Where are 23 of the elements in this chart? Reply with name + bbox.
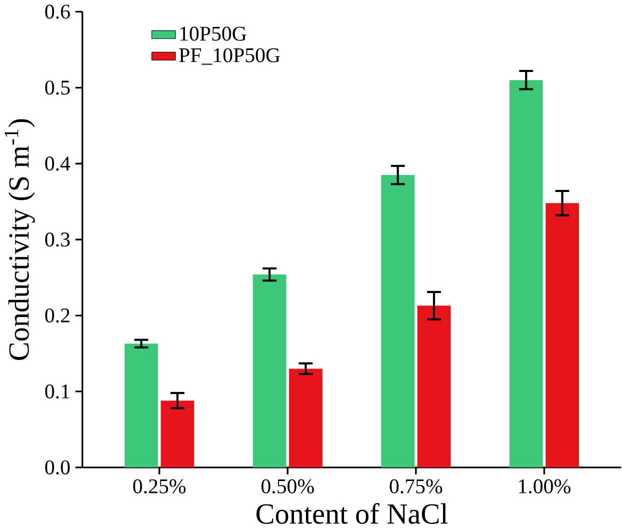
legend-label: PF_10P50G (179, 48, 280, 65)
x-axis-title: Content of NaCl (256, 502, 448, 524)
y-tick-label: 0.5 (45, 80, 70, 95)
y-tick-label: 0.4 (45, 156, 70, 170)
y-tick-label: 0.3 (45, 232, 70, 246)
x-tick-label: 1.00% (519, 479, 570, 494)
bar (289, 368, 322, 468)
y-tick-label: 0.6 (45, 4, 70, 19)
bar (546, 202, 579, 468)
bar (381, 174, 415, 468)
y-tick-label: 0.1 (45, 384, 70, 398)
legend-label: 10P50G (180, 26, 246, 41)
x-tick-label: 0.25% (133, 479, 186, 494)
x-tick-label: 0.50% (261, 479, 314, 494)
bar (124, 343, 158, 468)
bar (509, 80, 543, 468)
bar (417, 305, 451, 468)
x-tick-label: 0.75% (390, 479, 442, 494)
bar (160, 400, 194, 468)
y-tick-label: 0.2 (45, 308, 70, 322)
y-tick-label: 0.0 (45, 460, 70, 474)
bar (252, 274, 286, 468)
y-axis-title: Conductivity (S m$^{-1}$) (4, 119, 35, 360)
